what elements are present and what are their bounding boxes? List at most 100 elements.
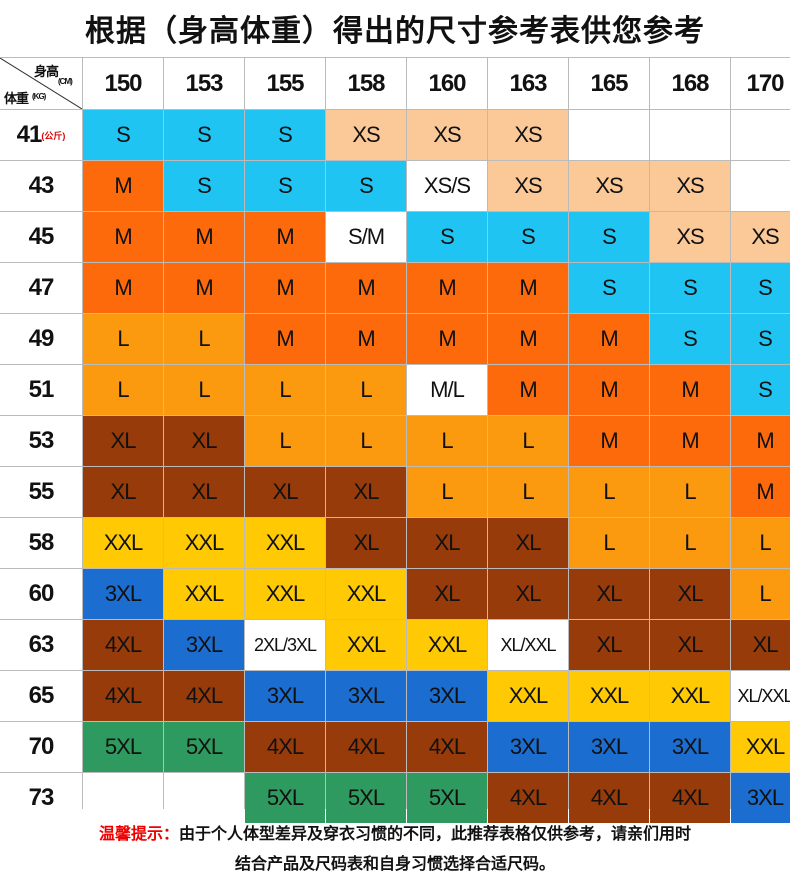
size-cell: XS bbox=[650, 161, 730, 211]
weight-value: 47 bbox=[28, 274, 55, 301]
size-cell: XL bbox=[245, 467, 325, 517]
size-cell: XL bbox=[83, 416, 163, 466]
size-cell: 3XL bbox=[569, 722, 649, 772]
weight-label: 51 bbox=[0, 365, 82, 415]
size-cell: M bbox=[326, 314, 406, 364]
weight-label: 65 bbox=[0, 671, 82, 721]
height-header: 168 bbox=[650, 58, 730, 109]
size-cell bbox=[731, 110, 790, 160]
size-cell: 2XL/3XL bbox=[245, 620, 325, 670]
size-cell: S bbox=[245, 110, 325, 160]
size-cell: L bbox=[488, 467, 568, 517]
size-cell: 3XL bbox=[488, 722, 568, 772]
size-cell bbox=[164, 773, 244, 823]
size-cell: XXL bbox=[650, 671, 730, 721]
weight-value: 63 bbox=[28, 631, 55, 658]
size-cell: XXL bbox=[326, 620, 406, 670]
weight-value: 51 bbox=[28, 376, 55, 403]
size-cell: L bbox=[407, 416, 487, 466]
size-cell: M bbox=[569, 365, 649, 415]
size-cell bbox=[569, 110, 649, 160]
size-cell: S bbox=[731, 263, 790, 313]
size-cell: M bbox=[731, 416, 790, 466]
size-cell: XXL bbox=[245, 518, 325, 568]
weight-value: 60 bbox=[28, 580, 55, 607]
weight-label: 45 bbox=[0, 212, 82, 262]
size-cell: L bbox=[407, 467, 487, 517]
size-cell: S bbox=[569, 212, 649, 262]
size-cell: 5XL bbox=[164, 722, 244, 772]
footer-line: 温馨提示：由于个人体型差异及穿衣习惯的不同，此推荐表格仅供参考，请亲们用时 bbox=[0, 820, 790, 850]
size-cell: 3XL bbox=[407, 671, 487, 721]
size-cell bbox=[83, 773, 163, 823]
diagonal bbox=[0, 58, 82, 109]
footer: 温馨提示：由于个人体型差异及穿衣习惯的不同，此推荐表格仅供参考，请亲们用时 结合… bbox=[0, 820, 790, 880]
weight-value: 65 bbox=[28, 682, 55, 709]
weight-label: 70 bbox=[0, 722, 82, 772]
size-cell: 4XL bbox=[650, 773, 730, 823]
size-cell: XXL bbox=[326, 569, 406, 619]
size-cell: L bbox=[164, 314, 244, 364]
weight-label: 73 bbox=[0, 773, 82, 823]
size-cell: S bbox=[326, 161, 406, 211]
size-cell: L bbox=[245, 416, 325, 466]
size-cell: L bbox=[569, 467, 649, 517]
size-cell: S bbox=[164, 161, 244, 211]
size-cell: XS bbox=[488, 161, 568, 211]
size-cell: M bbox=[488, 263, 568, 313]
footer-label: 温馨提示： bbox=[98, 826, 179, 843]
size-cell: M bbox=[407, 314, 487, 364]
size-cell: XL bbox=[569, 620, 649, 670]
size-cell: XXL bbox=[407, 620, 487, 670]
size-cell: M bbox=[83, 263, 163, 313]
size-cell: 3XL bbox=[83, 569, 163, 619]
size-cell: L bbox=[245, 365, 325, 415]
size-cell: XL bbox=[569, 569, 649, 619]
weight-value: 58 bbox=[28, 529, 55, 556]
size-cell: L bbox=[326, 416, 406, 466]
weight-value: 73 bbox=[28, 784, 55, 811]
size-cell: XS/S bbox=[407, 161, 487, 211]
size-cell: 4XL bbox=[245, 722, 325, 772]
size-cell: S bbox=[488, 212, 568, 262]
size-cell: L bbox=[326, 365, 406, 415]
size-table: 身高 (CM) 体重 (KG) 150 153 155 158 160 163 165 168… bbox=[0, 57, 790, 823]
size-cell: XS bbox=[326, 110, 406, 160]
size-cell: XXL bbox=[164, 518, 244, 568]
size-cell: M bbox=[650, 416, 730, 466]
size-cell: 4XL bbox=[83, 620, 163, 670]
size-cell: M bbox=[164, 212, 244, 262]
height-header: 170 bbox=[731, 58, 790, 109]
size-cell: XXL bbox=[164, 569, 244, 619]
height-header: 163 bbox=[488, 58, 568, 109]
size-cell: L bbox=[488, 416, 568, 466]
size-cell: L bbox=[569, 518, 649, 568]
size-cell: 4XL bbox=[164, 671, 244, 721]
size-cell: 3XL bbox=[731, 773, 790, 823]
weight-label: 58 bbox=[0, 518, 82, 568]
size-cell: S bbox=[569, 263, 649, 313]
size-cell: 4XL bbox=[569, 773, 649, 823]
size-cell: 5XL bbox=[245, 773, 325, 823]
weight-label: 47 bbox=[0, 263, 82, 313]
size-cell: XL bbox=[488, 518, 568, 568]
height-header: 165 bbox=[569, 58, 649, 109]
size-cell: M bbox=[488, 314, 568, 364]
size-cell: XL bbox=[731, 620, 790, 670]
size-cell: M bbox=[164, 263, 244, 313]
height-header: 158 bbox=[326, 58, 406, 109]
size-cell: 4XL bbox=[488, 773, 568, 823]
weight-value: 43 bbox=[28, 172, 55, 199]
weight-value: 41 bbox=[16, 121, 43, 148]
weight-label: 体重 bbox=[4, 91, 29, 106]
size-cell: XL/XXL bbox=[731, 671, 790, 721]
size-cell: L bbox=[650, 518, 730, 568]
size-cell: M/L bbox=[407, 365, 487, 415]
size-cell: S bbox=[731, 365, 790, 415]
size-cell: L bbox=[83, 314, 163, 364]
size-cell: XL bbox=[164, 467, 244, 517]
size-cell: L bbox=[164, 365, 244, 415]
size-cell: M bbox=[731, 467, 790, 517]
size-cell: M bbox=[326, 263, 406, 313]
